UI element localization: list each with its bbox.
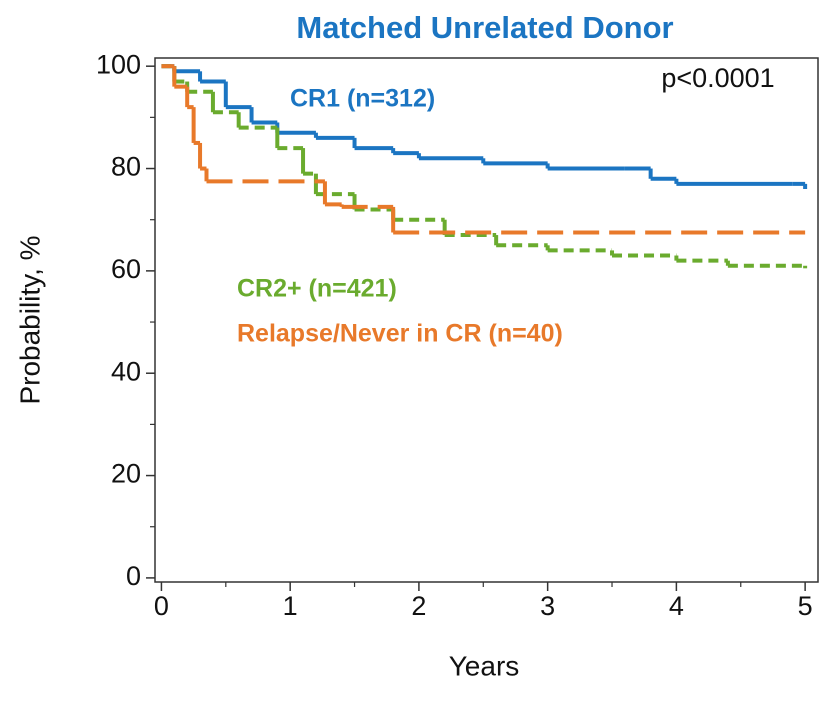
x-tick-label: 5 [798,591,813,621]
y-tick-label: 60 [111,254,141,284]
y-tick-label: 100 [96,49,141,79]
y-tick-label: 40 [111,356,141,386]
x-tick-label: 1 [283,591,298,621]
x-tick-label: 3 [540,591,555,621]
x-axis-label: Years [449,650,520,681]
y-tick-label: 20 [111,459,141,489]
chart-title: Matched Unrelated Donor [296,10,673,45]
x-tick-label: 4 [669,591,684,621]
series-label: Relapse/Never in CR (n=40) [237,320,563,348]
x-tick-label: 2 [411,591,426,621]
plot-frame [154,57,819,583]
series-label: CR1 (n=312) [290,85,435,113]
y-tick-label: 0 [126,561,141,591]
x-tick-label: 0 [154,591,169,621]
y-tick-label: 80 [111,152,141,182]
p-value: p<0.0001 [661,63,774,93]
y-axis-label: Probability, % [14,235,45,404]
series-label: CR2+ (n=421) [237,275,397,303]
